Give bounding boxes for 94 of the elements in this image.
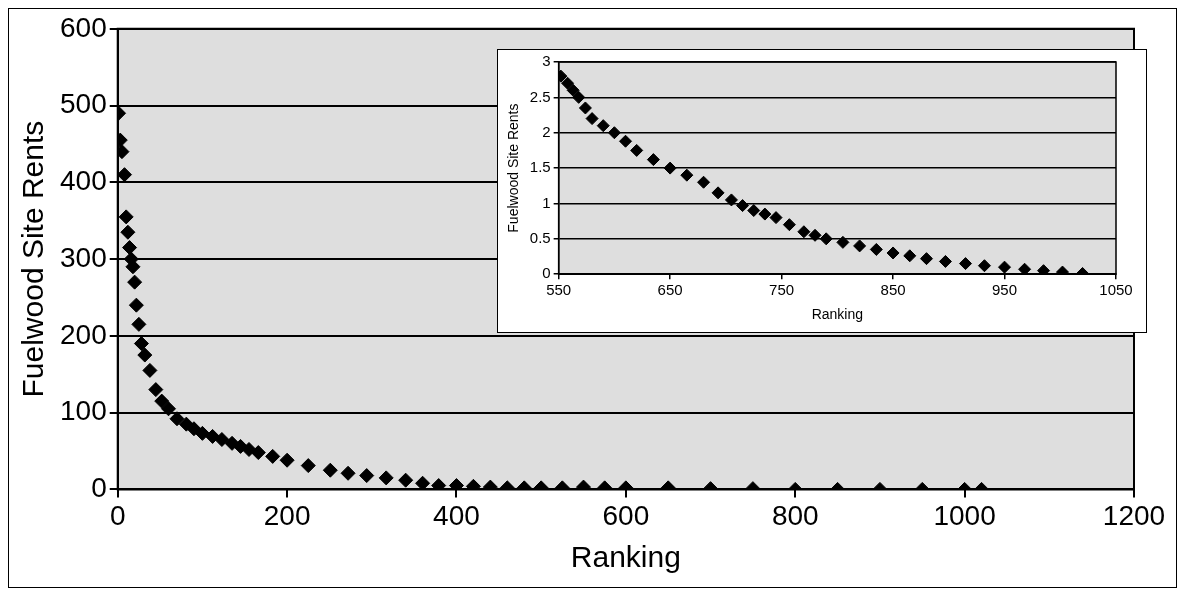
point (619, 134, 633, 148)
point (782, 218, 796, 232)
point (133, 336, 149, 352)
point (127, 274, 143, 290)
point (769, 211, 783, 225)
point (340, 465, 356, 481)
point (322, 462, 338, 478)
point (359, 468, 375, 484)
point (378, 470, 394, 486)
x-tick-label: 1200 (1102, 499, 1166, 531)
point (241, 441, 257, 457)
y-axis-title: Fuelwood Site Rents (505, 103, 522, 233)
point (808, 228, 822, 242)
x-tick-label: 1000 (933, 499, 996, 531)
point (415, 475, 431, 490)
point (161, 401, 177, 417)
point (128, 297, 144, 313)
point (630, 143, 644, 157)
y-tick-label: 400 (60, 165, 107, 197)
point (736, 199, 750, 213)
point (959, 257, 973, 271)
point (279, 452, 295, 468)
point (250, 445, 266, 461)
point (977, 259, 991, 273)
x-tick-label: 850 (880, 281, 906, 299)
y-tick-label: 300 (60, 241, 107, 273)
x-tick-label: 600 (602, 499, 650, 531)
y-axis-title: Fuelwood Site Rents (16, 120, 50, 398)
point (646, 153, 660, 167)
point (836, 235, 850, 249)
point (137, 347, 153, 363)
point (142, 362, 158, 378)
point (1037, 264, 1051, 275)
point (566, 83, 580, 97)
x-tick-label: 750 (769, 281, 795, 299)
y-tick-label: 200 (60, 318, 107, 350)
y-tick-label: 0 (91, 472, 107, 504)
x-tick-label: 950 (992, 281, 1018, 299)
x-tick-label: 1050 (1099, 281, 1133, 299)
point (578, 101, 592, 115)
y-tick-label: 100 (60, 395, 107, 427)
point (711, 186, 725, 200)
point (747, 204, 761, 218)
point (663, 161, 677, 175)
x-tick-label: 650 (657, 281, 683, 299)
x-tick-label: 800 (771, 499, 819, 531)
point (998, 260, 1012, 274)
x-tick-label: 400 (433, 499, 480, 531)
point (169, 411, 185, 427)
x-axis-title: Ranking (570, 540, 681, 574)
point (214, 432, 230, 447)
point (869, 242, 883, 256)
point (120, 224, 136, 240)
x-tick-label: 200 (263, 499, 311, 531)
point (154, 393, 170, 409)
point (561, 76, 575, 90)
x-tick-label: 550 (546, 281, 572, 299)
point (1018, 262, 1032, 275)
point (853, 239, 867, 253)
point (680, 168, 694, 182)
y-tick-label: 1.5 (529, 158, 551, 176)
point (300, 458, 316, 474)
point (117, 167, 132, 183)
point (920, 252, 933, 266)
point (903, 249, 917, 263)
point (607, 126, 621, 140)
point (758, 207, 772, 221)
y-tick-label: 1 (542, 193, 551, 211)
point (398, 472, 414, 488)
point (448, 478, 464, 490)
point (572, 90, 586, 104)
point (122, 240, 138, 256)
point (886, 246, 900, 260)
point (697, 175, 711, 189)
point (431, 478, 447, 490)
point (724, 193, 738, 207)
point (938, 254, 952, 268)
point (797, 225, 811, 239)
point (194, 425, 210, 441)
point (265, 448, 281, 464)
y-tick-label: 0 (542, 264, 551, 282)
point (596, 119, 610, 133)
y-tick-label: 2.5 (529, 87, 551, 105)
y-tick-label: 2 (542, 122, 551, 140)
point (148, 382, 164, 398)
point (819, 232, 833, 246)
x-axis-title: Ranking (811, 306, 864, 323)
y-tick-label: 3 (542, 52, 551, 70)
y-tick-label: 0.5 (529, 228, 551, 246)
point (118, 209, 134, 225)
y-tick-label: 600 (60, 11, 107, 43)
point (131, 316, 147, 332)
y-tick-label: 500 (60, 88, 107, 120)
point (585, 112, 599, 126)
